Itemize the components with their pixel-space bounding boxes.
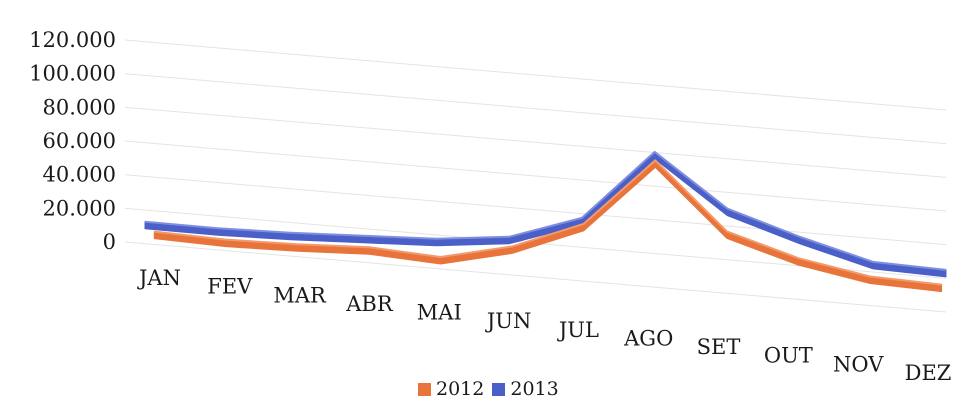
series-edge-2013 bbox=[144, 150, 947, 271]
legend-swatch-2012 bbox=[418, 382, 431, 396]
y-tick-label: 60.000 bbox=[43, 129, 116, 153]
legend-item-2013: 2013 bbox=[492, 378, 559, 400]
legend: 2012 2013 bbox=[418, 378, 559, 400]
legend-swatch-2013 bbox=[492, 382, 506, 396]
x-tick-label-set: SET bbox=[697, 335, 741, 359]
y-tick-label: 0 bbox=[103, 230, 116, 254]
y-tick-label: 80.000 bbox=[43, 95, 116, 119]
gridline bbox=[124, 241, 947, 313]
x-tick-label-dez: DEZ bbox=[905, 361, 952, 385]
series-line-2013 bbox=[144, 151, 947, 278]
x-tick-label-mar: MAR bbox=[273, 283, 327, 307]
series-edge-2012 bbox=[154, 159, 942, 286]
x-tick-label-nov: NOV bbox=[833, 352, 884, 376]
x-tick-label-ago: AGO bbox=[623, 326, 673, 350]
x-tick-label-mai: MAI bbox=[417, 301, 462, 325]
legend-label-2012: 2012 bbox=[436, 378, 485, 400]
y-tick-label: 40.000 bbox=[43, 163, 116, 187]
x-tick-label-fev: FEV bbox=[207, 275, 253, 299]
gridline bbox=[124, 174, 947, 246]
gridlines bbox=[124, 39, 947, 313]
x-tick-label-jul: JUL bbox=[557, 318, 599, 342]
gridline bbox=[124, 73, 947, 145]
y-tick-label: 120.000 bbox=[29, 28, 116, 52]
gridline bbox=[124, 39, 947, 111]
gridline bbox=[124, 140, 947, 212]
x-tick-label-jan: JAN bbox=[137, 266, 181, 290]
x-tick-label-abr: ABR bbox=[345, 292, 394, 316]
y-axis-ticks: 0 20.000 40.000 60.000 80.000 100.000 120.000 bbox=[29, 28, 116, 254]
series-lines bbox=[144, 150, 947, 293]
x-axis-ticks: JAN FEV MAR ABR MAI JUN JUL AGO SET OUT NOV DEZ bbox=[137, 266, 951, 385]
x-tick-label-out: OUT bbox=[764, 344, 813, 368]
y-tick-label: 20.000 bbox=[43, 196, 116, 220]
y-tick-label: 100.000 bbox=[29, 62, 116, 86]
legend-label-2013: 2013 bbox=[510, 378, 559, 400]
legend-item-2012: 2012 bbox=[418, 378, 484, 400]
x-tick-label-jun: JUN bbox=[485, 309, 532, 333]
gridline bbox=[124, 106, 947, 178]
